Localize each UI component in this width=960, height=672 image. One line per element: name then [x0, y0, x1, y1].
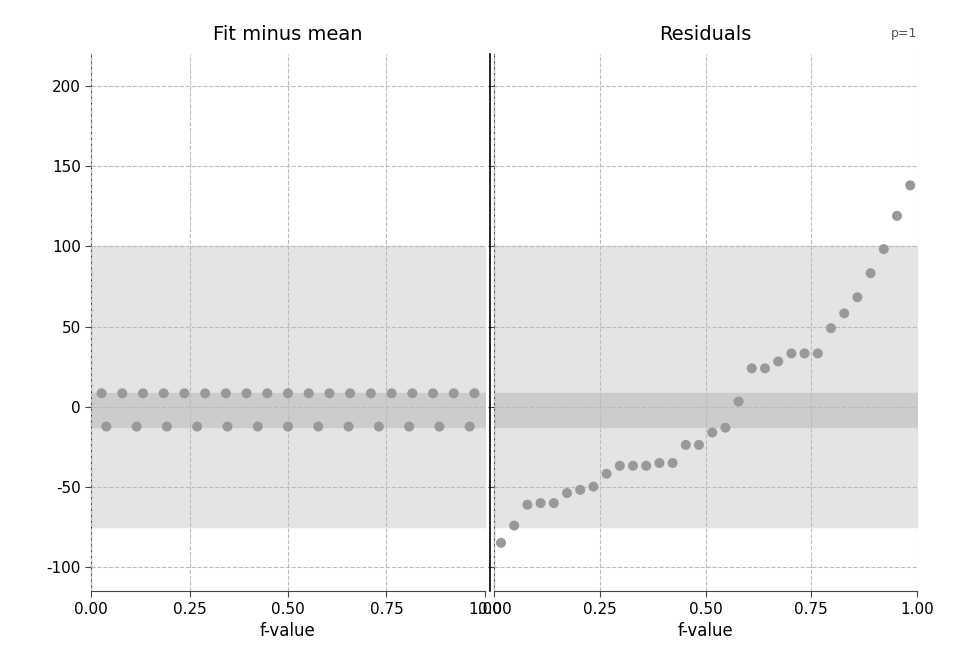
Point — [902, 180, 918, 191]
Point — [404, 388, 420, 398]
Point — [467, 388, 482, 398]
Point — [198, 388, 213, 398]
Title: Residuals: Residuals — [660, 25, 752, 44]
Point — [850, 292, 865, 302]
Point — [129, 421, 144, 432]
Point — [876, 244, 892, 255]
Point — [810, 348, 826, 359]
Text: p=1: p=1 — [891, 28, 917, 40]
Point — [771, 356, 786, 367]
Point — [384, 388, 399, 398]
Point — [280, 421, 296, 432]
Point — [159, 421, 175, 432]
Point — [519, 499, 535, 510]
Point — [280, 388, 296, 398]
Point — [797, 348, 812, 359]
Point — [744, 363, 759, 374]
X-axis label: f-value: f-value — [678, 622, 733, 640]
Point — [731, 396, 746, 407]
Point — [259, 388, 275, 398]
Point — [507, 520, 522, 531]
Point — [665, 458, 681, 468]
Point — [586, 481, 601, 492]
Point — [836, 308, 852, 319]
Point — [599, 468, 614, 479]
Point — [889, 210, 904, 221]
Point — [560, 488, 575, 499]
X-axis label: f-value: f-value — [260, 622, 316, 640]
Point — [705, 427, 720, 438]
Point — [218, 388, 233, 398]
Point — [341, 421, 356, 432]
Point — [533, 498, 548, 509]
Point — [250, 421, 265, 432]
Point — [863, 268, 878, 279]
Point — [446, 388, 462, 398]
Point — [432, 421, 447, 432]
Point — [824, 323, 839, 333]
Point — [343, 388, 358, 398]
Point — [177, 388, 192, 398]
Point — [678, 439, 693, 450]
Point — [718, 422, 733, 433]
Point — [189, 421, 204, 432]
Point — [401, 421, 417, 432]
Point — [425, 388, 441, 398]
Point — [135, 388, 151, 398]
Point — [783, 348, 799, 359]
Point — [156, 388, 172, 398]
Point — [94, 388, 109, 398]
Point — [572, 485, 588, 495]
Point — [652, 458, 667, 468]
Point — [372, 421, 387, 432]
Point — [691, 439, 707, 450]
Point — [311, 421, 326, 432]
Point — [99, 421, 114, 432]
Point — [239, 388, 254, 398]
Point — [638, 460, 654, 471]
Point — [462, 421, 477, 432]
Point — [546, 498, 562, 509]
Point — [757, 363, 773, 374]
Point — [493, 538, 509, 548]
Title: Fit minus mean: Fit minus mean — [213, 25, 363, 44]
Point — [220, 421, 235, 432]
Point — [114, 388, 130, 398]
Point — [625, 460, 640, 471]
Point — [301, 388, 317, 398]
Point — [322, 388, 337, 398]
Point — [363, 388, 378, 398]
Point — [612, 460, 628, 471]
